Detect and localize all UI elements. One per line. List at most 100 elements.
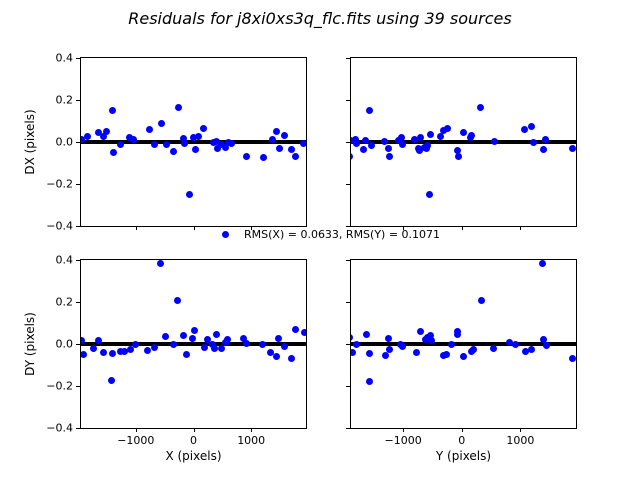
subplot-dy-vs-y: −1000 0 1000 Y (pixels) <box>346 259 577 463</box>
data-point <box>455 152 463 160</box>
data-point <box>454 330 462 338</box>
y-axis-tick <box>346 386 350 387</box>
data-point <box>108 107 116 114</box>
y-axis-tick <box>346 226 350 227</box>
data-point <box>385 346 393 354</box>
data-point <box>121 348 129 356</box>
x-axis-tick <box>251 226 253 230</box>
data-point <box>353 341 361 349</box>
x-axis-label: Y (pixels) <box>435 449 492 463</box>
y-axis-tick <box>346 100 350 101</box>
data-point <box>273 353 281 361</box>
data-point <box>188 335 196 343</box>
y-tick-label: 0.2 <box>55 295 74 309</box>
y-axis-tick <box>76 142 80 143</box>
data-point <box>181 140 189 148</box>
data-point <box>163 141 171 149</box>
data-point <box>490 344 498 352</box>
data-point <box>191 327 199 335</box>
data-point <box>221 143 229 151</box>
data-point <box>243 339 251 347</box>
data-point <box>528 346 536 354</box>
data-point <box>398 343 406 351</box>
data-point <box>359 146 367 154</box>
data-point <box>521 348 529 356</box>
data-point <box>260 153 268 161</box>
data-point <box>273 128 281 135</box>
data-point <box>217 141 225 149</box>
data-point <box>117 348 125 356</box>
data-point <box>365 107 373 114</box>
y-tick-label: −0.2 <box>46 379 73 393</box>
y-axis-label: DY (pixels) <box>23 312 37 376</box>
data-point <box>157 260 165 268</box>
plot-area-dy-vs-x <box>81 260 306 428</box>
data-point <box>81 351 88 359</box>
data-point <box>280 131 288 139</box>
data-point <box>208 340 216 348</box>
y-axis-tick <box>346 142 350 143</box>
data-point <box>99 132 107 140</box>
data-point <box>528 122 536 130</box>
data-point <box>169 147 177 155</box>
x-axis-tick <box>520 428 522 432</box>
data-point <box>242 152 250 160</box>
x-axis-tick <box>403 428 405 432</box>
data-point <box>99 349 107 357</box>
x-axis-tick <box>193 226 195 230</box>
data-point <box>130 136 138 144</box>
data-point <box>448 340 456 348</box>
x-tick-label: 0 <box>190 434 197 447</box>
data-point <box>506 338 514 346</box>
data-point <box>240 334 248 342</box>
x-tick-label: 0 <box>458 434 466 447</box>
data-point <box>366 377 374 385</box>
data-point <box>385 334 393 342</box>
data-point <box>416 134 424 142</box>
data-point <box>157 120 165 128</box>
data-point <box>443 125 451 133</box>
y-tick-label: 0.2 <box>55 93 74 107</box>
data-point <box>569 354 576 362</box>
data-point <box>268 135 276 143</box>
x-axis-tick <box>461 428 463 432</box>
data-point <box>183 350 191 358</box>
data-point <box>151 141 159 149</box>
data-point <box>89 345 97 353</box>
y-tick-label: 0.4 <box>55 51 74 65</box>
y-tick-label: 0.4 <box>55 253 74 267</box>
data-point <box>398 141 406 149</box>
data-point <box>199 124 207 132</box>
data-point <box>540 146 548 154</box>
data-point <box>511 340 519 348</box>
data-point <box>416 327 424 335</box>
data-point <box>291 152 299 160</box>
data-point <box>351 349 356 357</box>
data-point <box>179 135 187 143</box>
data-point <box>212 137 220 145</box>
data-point <box>542 342 550 350</box>
subplot-dx-vs-x: −0.4 −0.2 0.0 0.2 0.4 DX (pixels) <box>23 52 307 233</box>
data-point <box>162 332 170 340</box>
y-tick-label: −0.4 <box>46 421 73 435</box>
y-axis-tick <box>76 428 80 429</box>
y-axis-label: DX (pixels) <box>23 109 37 175</box>
data-point <box>439 126 447 134</box>
data-point <box>453 147 461 155</box>
data-point <box>117 141 125 149</box>
data-point <box>539 260 547 267</box>
data-point <box>428 337 436 345</box>
y-axis-tick <box>346 344 350 345</box>
x-tick-label: 1000 <box>237 434 266 447</box>
data-point <box>397 134 405 142</box>
data-point <box>491 137 499 145</box>
data-point <box>368 142 376 150</box>
y-axis-tick <box>76 302 80 303</box>
x-axis-tick <box>135 428 137 432</box>
x-axis-tick <box>403 226 405 230</box>
y-axis-tick <box>76 184 80 185</box>
data-point <box>469 346 477 354</box>
y-axis-tick <box>76 386 80 387</box>
subplot-dy-vs-x: −1000 0 1000 −0.4 −0.2 0.0 0.2 0.4 X (pixels) DY … <box>23 254 307 463</box>
